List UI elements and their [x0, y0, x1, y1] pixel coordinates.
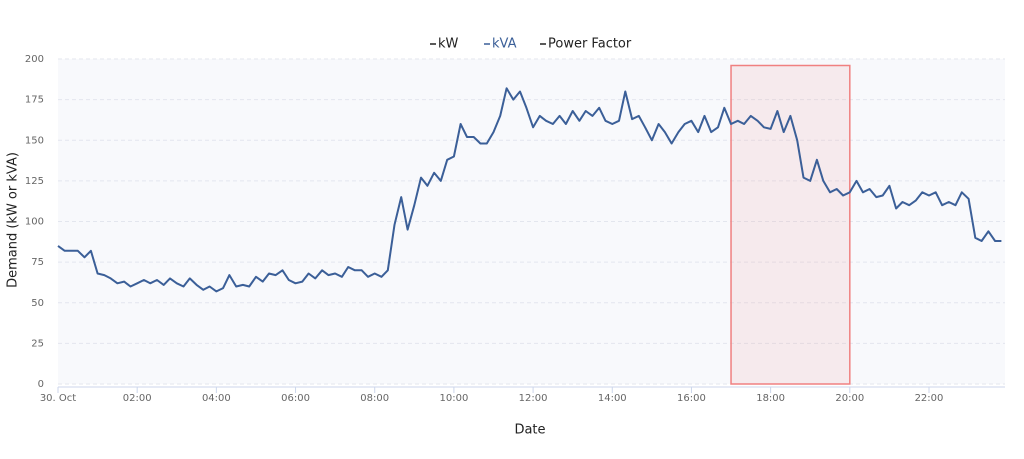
legend-label: kVA [492, 37, 517, 52]
data-line [57, 87, 1002, 293]
highlight-band [730, 64, 851, 385]
x-tick-label: 20:00 [835, 393, 864, 404]
y-tick-label: 175 [25, 95, 44, 106]
y-tick-label: 0 [38, 379, 44, 390]
x-tick-label: 14:00 [598, 393, 627, 404]
x-tick-label: 08:00 [360, 393, 389, 404]
x-tick-label: 10:00 [439, 393, 468, 404]
x-axis-title: Date [514, 423, 545, 438]
y-tick-label: 150 [25, 135, 44, 146]
x-tick-label: 16:00 [677, 393, 706, 404]
y-axis-title: Demand (kW or kVA) [6, 152, 21, 288]
y-tick-label: 125 [25, 176, 44, 187]
y-tick-label: 100 [25, 217, 44, 228]
y-tick-label: 200 [25, 54, 44, 65]
x-tick-label: 18:00 [756, 393, 785, 404]
x-tick-label: 12:00 [519, 393, 548, 404]
y-tick-label: 50 [31, 298, 44, 309]
y-tick-label: 75 [31, 257, 44, 268]
x-tick-label: 22:00 [915, 393, 944, 404]
x-tick-label: 06:00 [281, 393, 310, 404]
legend-label: Power Factor [548, 37, 632, 52]
x-tick-label: 04:00 [202, 393, 231, 404]
x-tick-label: 02:00 [123, 393, 152, 404]
y-tick-label: 25 [31, 338, 44, 349]
legend-label: kW [438, 37, 459, 52]
x-tick-label: 30. Oct [40, 393, 76, 404]
